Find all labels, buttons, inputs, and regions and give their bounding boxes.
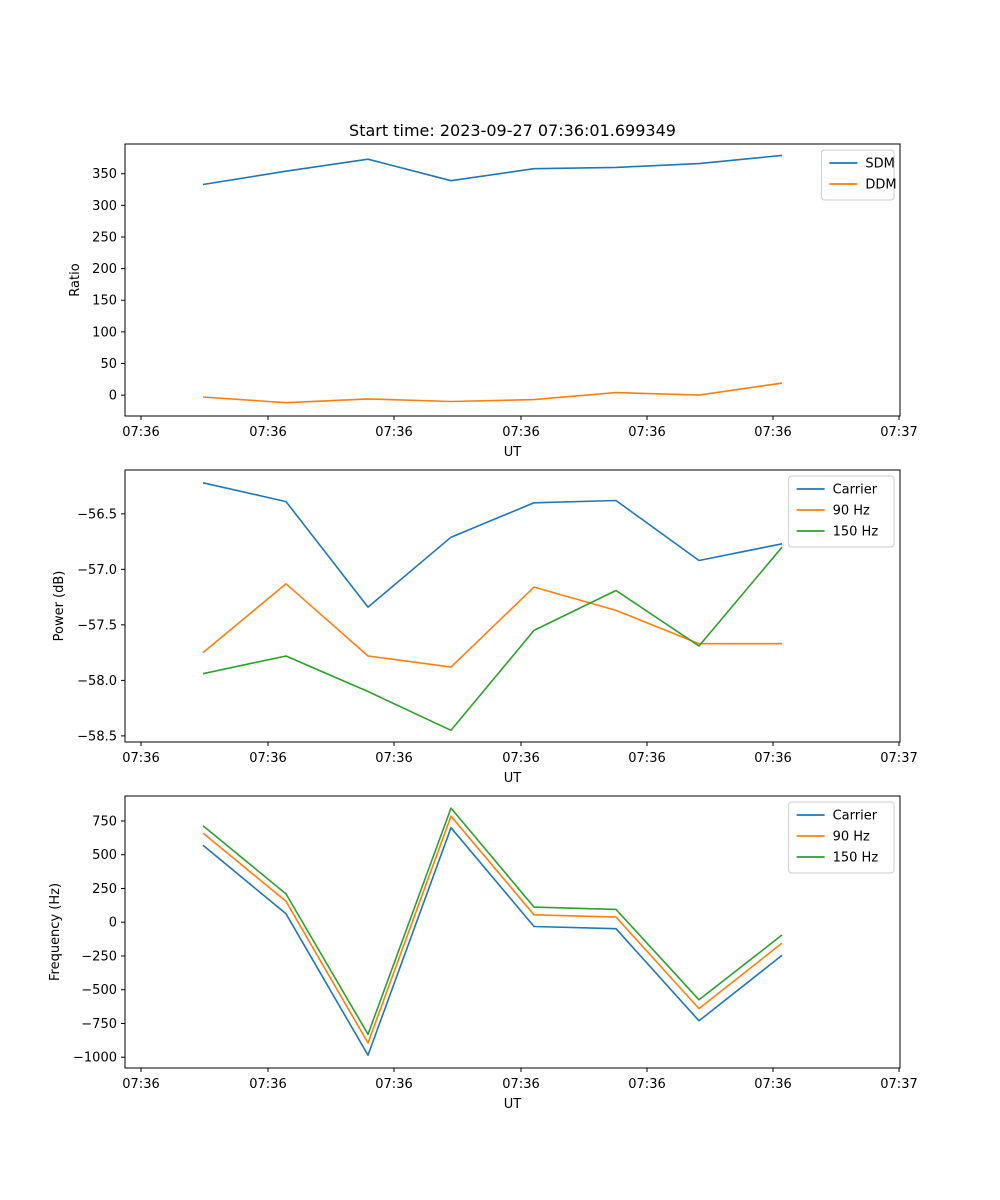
y-tick-label: −750 [81, 1017, 117, 1032]
legend-label: Carrier [833, 483, 878, 498]
legend: Carrier 90 Hz 150 Hz [788, 475, 895, 548]
y-axis-label: Ratio [68, 263, 83, 296]
x-tick-label: 07:36 [502, 425, 539, 440]
x-axis-label: UT [504, 445, 522, 460]
series-lines [202, 482, 783, 732]
y-axis-label: Frequency (Hz) [48, 883, 63, 981]
legend: SDM DDM [820, 149, 897, 201]
x-tick-label: 07:37 [880, 425, 917, 440]
y-axis-label: Power (dB) [52, 571, 67, 642]
y-tick-label: 250 [92, 230, 117, 245]
y-tick-label: −58.5 [77, 729, 117, 744]
legend-label: DDM [865, 178, 896, 193]
x-tick-label: 07:36 [122, 425, 159, 440]
x-tick-label: 07:36 [754, 1077, 791, 1092]
y-axis-ticks: −56.5 −57.0 −57.5 −58.0 −58.5 [77, 507, 125, 744]
legend-label: SDM [865, 157, 894, 172]
x-tick-label: 07:36 [628, 751, 665, 766]
y-tick-label: 200 [92, 262, 117, 277]
x-tick-label: 07:36 [249, 751, 286, 766]
legend-label: 150 Hz [833, 851, 879, 866]
y-tick-label: −1000 [73, 1051, 117, 1066]
legend: Carrier 90 Hz 150 Hz [788, 801, 895, 874]
y-tick-label: −56.5 [77, 507, 117, 522]
series-line-90-hz [202, 582, 782, 668]
series-line-150-hz [202, 546, 783, 732]
ratio-chart-panel: Start time: 2023-09-27 07:36:01.699349 0… [68, 121, 918, 460]
plot-area-frame [124, 143, 901, 417]
x-axis-ticks: 07:36 07:36 07:36 07:36 07:36 07:36 07:37 [122, 416, 918, 440]
y-tick-label: 100 [92, 325, 117, 340]
x-tick-label: 07:36 [754, 751, 791, 766]
y-tick-label: 150 [92, 294, 117, 309]
x-tick-label: 07:37 [880, 1077, 917, 1092]
x-tick-label: 07:36 [754, 425, 791, 440]
y-tick-label: −58.0 [77, 674, 117, 689]
x-tick-label: 07:37 [880, 751, 917, 766]
y-tick-label: −250 [81, 949, 117, 964]
y-tick-label: 300 [92, 199, 117, 214]
y-tick-label: −500 [81, 983, 117, 998]
y-tick-label: 500 [92, 848, 117, 863]
y-tick-label: −57.5 [77, 618, 117, 633]
series-line-sdm [202, 154, 783, 186]
legend-label: 90 Hz [833, 830, 870, 845]
power-chart-panel: −56.5−57.0−57.5−58.0−58.5 07:36 07:36 07:3… [52, 469, 918, 786]
series-line-ddm [202, 382, 783, 404]
series-line-90-hz [202, 815, 783, 1044]
legend-label: 90 Hz [833, 504, 870, 519]
y-tick-label: 350 [92, 167, 117, 182]
x-tick-label: 07:36 [375, 425, 412, 440]
x-axis-label: UT [504, 771, 522, 786]
legend-box [788, 801, 895, 874]
x-tick-label: 07:36 [249, 1077, 286, 1092]
y-tick-label: 0 [109, 389, 117, 404]
x-tick-label: 07:36 [502, 751, 539, 766]
x-axis-label: UT [504, 1097, 522, 1112]
plot-area-frame [124, 795, 901, 1069]
x-axis-ticks: 07:36 07:36 07:36 07:36 07:36 07:36 07:37 [122, 742, 918, 766]
y-axis-ticks: 750 500 250 0 −250 −500 −750 −1000 [73, 814, 125, 1066]
y-tick-label: 50 [100, 357, 117, 372]
legend-box [788, 475, 895, 548]
series-lines [202, 154, 783, 404]
legend-label: Carrier [833, 809, 878, 824]
plot-area-frame [124, 469, 901, 743]
series-line-carrier [202, 482, 783, 608]
x-tick-label: 07:36 [375, 751, 412, 766]
x-tick-label: 07:36 [375, 1077, 412, 1092]
series-line-150-hz [202, 807, 783, 1036]
x-tick-label: 07:36 [122, 751, 159, 766]
series-lines [202, 807, 783, 1056]
legend-label: 150 Hz [833, 525, 879, 540]
y-tick-label: −57.0 [77, 563, 117, 578]
series-line-carrier [202, 826, 783, 1056]
x-tick-label: 07:36 [249, 425, 286, 440]
x-tick-label: 07:36 [628, 1077, 665, 1092]
x-tick-label: 07:36 [628, 425, 665, 440]
chart-title: Start time: 2023-09-27 07:36:01.699349 [349, 121, 676, 140]
x-tick-label: 07:36 [122, 1077, 159, 1092]
x-axis-ticks: 07:36 07:36 07:36 07:36 07:36 07:36 07:37 [122, 1068, 918, 1092]
y-tick-label: 750 [92, 814, 117, 829]
y-tick-label: 0 [109, 916, 117, 931]
y-axis-ticks: 0 50 100 150 200 250 300 350 [92, 167, 125, 404]
y-tick-label: 250 [92, 882, 117, 897]
x-tick-label: 07:36 [502, 1077, 539, 1092]
